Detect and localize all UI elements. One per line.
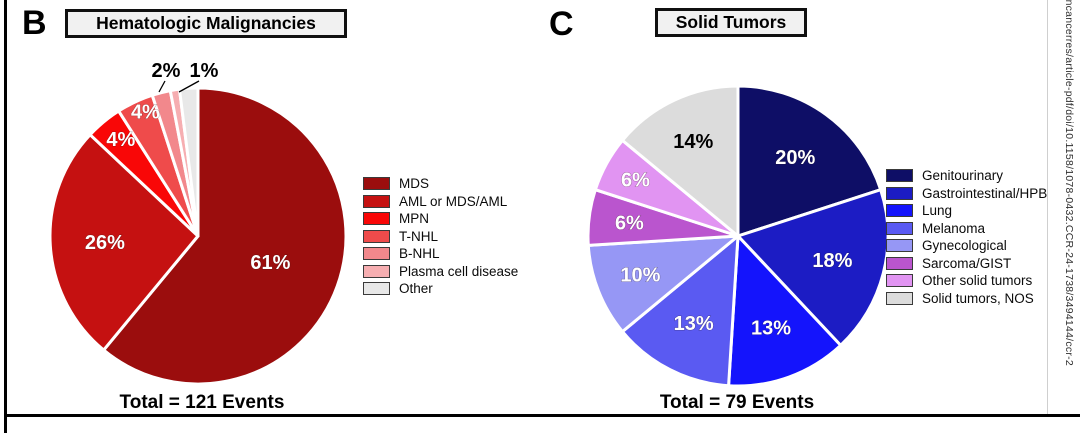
slice-label-solid-tumors-nos: 14%: [673, 131, 713, 153]
pie-slice-genitourinary: [736, 84, 883, 238]
legend-swatch-solid-tumors-nos: [886, 291, 913, 305]
pie-slice-lung: [727, 234, 843, 388]
legend-swatch-lung: [886, 204, 913, 218]
legend-item-gynecological: Gynecological: [886, 237, 1047, 255]
legend-label-other: Other: [399, 281, 433, 297]
figure-frame-left-rule: [4, 0, 7, 433]
legend-item-plasma-cell-disease: Plasma cell disease: [363, 263, 518, 281]
legend-label-t-nhl: T-NHL: [399, 228, 439, 244]
legend-item-sarcoma-gist: Sarcoma/GIST: [886, 255, 1047, 273]
panel-b-title: Hematologic Malignancies: [96, 13, 316, 33]
pie-slice-melanoma: [620, 234, 740, 388]
pie-chart-solid-tumors: 20% 18% 13% 13% 10% 6% 6% 14%: [586, 84, 890, 388]
legend-label-plasma-cell-disease: Plasma cell disease: [399, 263, 519, 279]
legend-item-gastrointestinal-hpb: Gastrointestinal/HPB: [886, 185, 1047, 203]
legend-swatch-sarcoma-gist: [886, 256, 913, 270]
legend-label-b-nhl: B-NHL: [399, 246, 440, 262]
panel-c-title-box: Solid Tumors: [655, 8, 807, 37]
legend-item-b-nhl: B-NHL: [363, 245, 518, 263]
panel-c-letter: C: [549, 5, 574, 43]
pie-slice-gynecological: [586, 234, 740, 334]
slice-label-aml-or-mds-aml: 26%: [85, 232, 125, 254]
slice-label-melanoma: 13%: [674, 313, 714, 335]
legend-label-sarcoma-gist: Sarcoma/GIST: [922, 255, 1012, 271]
pie-slice-other: [177, 86, 200, 238]
slice-label-gastrointestinal-hpb: 18%: [812, 250, 852, 272]
slice-label-mpn: 4%: [106, 129, 135, 151]
pdf-watermark-text: incancerres/article-pdf/doi/10.1158/1078…: [1063, 0, 1075, 366]
panel-c-title: Solid Tumors: [675, 12, 787, 32]
legend-swatch-mds: [363, 177, 390, 191]
panel-b-letter: B: [22, 4, 47, 42]
slice-label-sarcoma-gist: 6%: [615, 212, 644, 234]
legend-swatch-plasma-cell-disease: [363, 264, 390, 278]
legend-label-aml-or-mds-aml: AML or MDS/AML: [399, 193, 508, 209]
legend-swatch-t-nhl: [363, 229, 390, 243]
legend-label-other-solid-tumors: Other solid tumors: [922, 273, 1033, 289]
legend-label-gastrointestinal-hpb: Gastrointestinal/HPB: [922, 185, 1048, 201]
legend-hematologic: MDS AML or MDS/AML MPN T-NHL B-NHL Plasma cel…: [363, 175, 518, 298]
legend-swatch-gynecological: [886, 239, 913, 253]
legend-item-solid-tumors-nos: Solid tumors, NOS: [886, 290, 1047, 308]
legend-swatch-genitourinary: [886, 169, 913, 183]
legend-item-other-solid-tumors: Other solid tumors: [886, 272, 1047, 290]
legend-label-melanoma: Melanoma: [922, 220, 986, 236]
legend-swatch-b-nhl: [363, 247, 390, 261]
label-leader-line-b-nhl: [158, 80, 166, 93]
pie-chart-hematologic-malignancies: 61% 26% 4% 4% 2% 1%: [48, 60, 348, 386]
pie-slice-mds: [102, 86, 348, 386]
legend-swatch-gastrointestinal-hpb: [886, 186, 913, 200]
legend-label-solid-tumors-nos: Solid tumors, NOS: [922, 290, 1034, 306]
legend-item-melanoma: Melanoma: [886, 220, 1047, 238]
panel-c-total: Total = 79 Events: [659, 392, 815, 413]
legend-item-other: Other: [363, 280, 518, 298]
legend-swatch-other-solid-tumors: [886, 274, 913, 288]
pie-slice-solid-tumors-nos: [620, 84, 740, 238]
legend-label-genitourinary: Genitourinary: [922, 168, 1004, 184]
page-edge-line: [1047, 0, 1048, 414]
slice-label-t-nhl: 4%: [131, 102, 160, 124]
legend-swatch-other: [363, 282, 390, 296]
legend-item-aml-or-mds-aml: AML or MDS/AML: [363, 193, 518, 211]
slice-label-plasma-cell-disease: 1%: [190, 60, 219, 82]
legend-label-gynecological: Gynecological: [922, 238, 1007, 254]
slice-label-mds: 61%: [250, 252, 290, 274]
legend-item-mds: MDS: [363, 175, 518, 193]
legend-swatch-aml-or-mds-aml: [363, 194, 390, 208]
legend-swatch-melanoma: [886, 221, 913, 235]
slice-label-b-nhl: 2%: [152, 60, 181, 82]
panel-b-title-box: Hematologic Malignancies: [65, 9, 347, 38]
pie-slice-aml-or-mds-aml: [48, 133, 200, 352]
legend-item-t-nhl: T-NHL: [363, 228, 518, 246]
legend-item-lung: Lung: [886, 202, 1047, 220]
legend-label-mds: MDS: [399, 176, 429, 192]
slice-label-other-solid-tumors: 6%: [621, 170, 650, 192]
slice-label-gynecological: 10%: [620, 265, 660, 287]
slice-label-genitourinary: 20%: [775, 147, 815, 169]
panel-b-total: Total = 121 Events: [119, 392, 285, 413]
legend-solid-tumors: Genitourinary Gastrointestinal/HPB Lung Mel…: [886, 167, 1047, 307]
legend-item-mpn: MPN: [363, 210, 518, 228]
slice-label-lung: 13%: [751, 318, 791, 340]
legend-swatch-mpn: [363, 212, 390, 226]
legend-label-lung: Lung: [922, 203, 953, 219]
legend-item-genitourinary: Genitourinary: [886, 167, 1047, 185]
legend-label-mpn: MPN: [399, 211, 429, 227]
label-leader-line-plasma-cell-disease: [178, 80, 200, 93]
figure-frame-bottom-rule: [4, 414, 1080, 417]
pie-slice-gastrointestinal-hpb: [736, 188, 890, 347]
